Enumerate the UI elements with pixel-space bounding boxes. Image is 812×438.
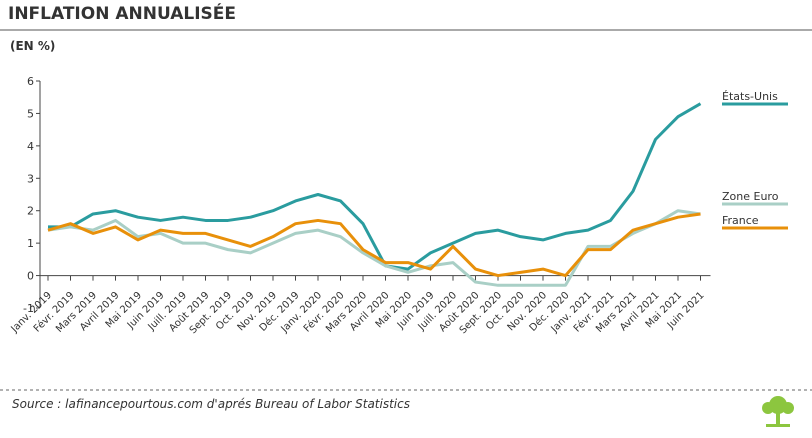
legend-label: États-Unis [722,90,778,103]
series-line [48,102,702,271]
y-tick-label: 0 [27,270,34,283]
y-tick-label: 3 [27,172,34,185]
legend-label: Zone Euro [722,190,779,203]
series-line [47,212,701,278]
chart-subtitle: (EN %) [10,39,55,53]
legend-label: France [722,214,759,227]
chart-title: INFLATION ANNUALISÉE [8,2,236,24]
y-tick-label: 2 [27,205,34,218]
y-tick-label: -1 [23,302,34,315]
y-tick-label: 5 [27,107,34,120]
source: Source : lafinancepourtous.com d'aprés B… [12,397,410,411]
logo [762,396,794,427]
y-tick-label: 1 [27,237,34,250]
y-tick-label: 6 [27,75,34,88]
series-line [47,209,701,287]
y-tick-label: 4 [27,140,34,153]
